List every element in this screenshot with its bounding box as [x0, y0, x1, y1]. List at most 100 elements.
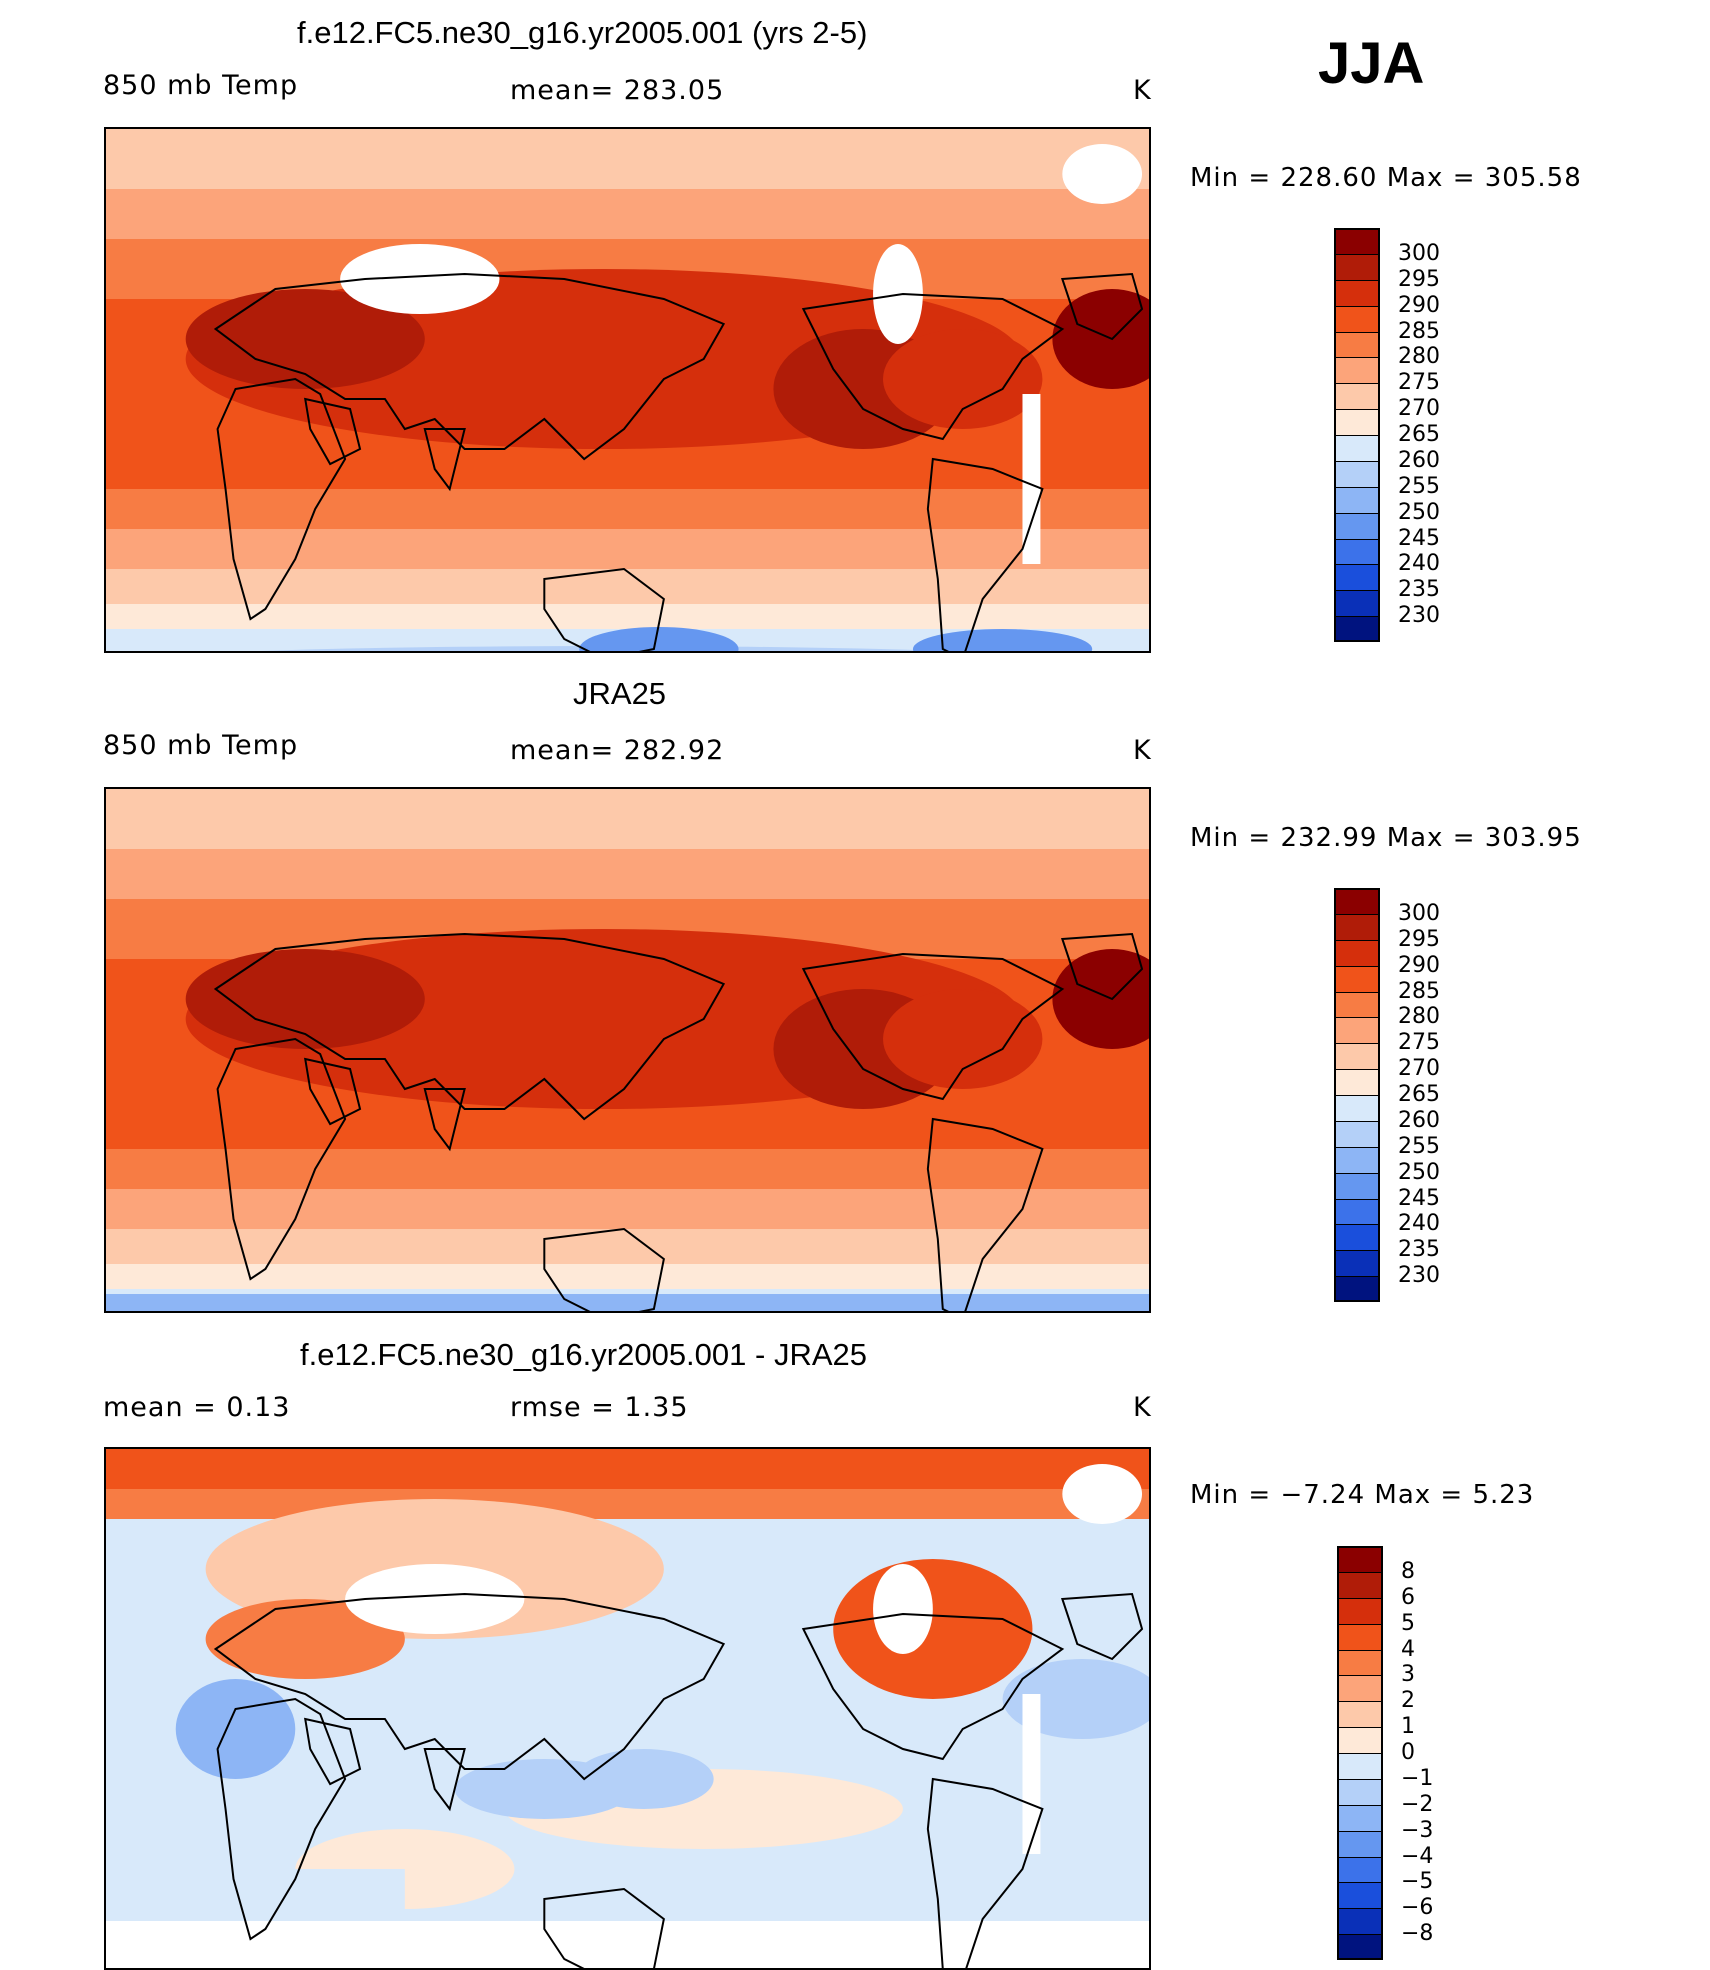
colorbar-tick-label: 270 — [1398, 396, 1440, 422]
colorbar-cell — [1334, 913, 1380, 940]
colorbar-cell — [1337, 1701, 1383, 1728]
field-contours — [175, 1499, 1149, 1909]
colorbar-frame — [1334, 228, 1380, 642]
colorbar-tick-label: 250 — [1398, 499, 1440, 525]
colorbar-tick-label: 300 — [1398, 240, 1440, 266]
colorbar-cell — [1334, 1276, 1380, 1302]
colorbar-tick-label: 255 — [1398, 473, 1440, 499]
colorbar-tick-label: 260 — [1398, 447, 1440, 473]
colorbar-tick-label: 290 — [1398, 292, 1440, 318]
colorbar-cell — [1337, 1623, 1383, 1650]
colorbar-tick-label: −4 — [1401, 1843, 1434, 1869]
panel-2-units-label: K — [1133, 735, 1152, 766]
colorbar-cell — [1337, 1856, 1383, 1883]
colorbar-tick-label: 5 — [1401, 1610, 1415, 1636]
colorbar-tick-label: 295 — [1398, 926, 1440, 952]
missing-data-regions — [345, 1464, 1143, 1854]
colorbar-cell — [1334, 939, 1380, 966]
colorbar-cell — [1334, 564, 1380, 591]
colorbar-cell — [1334, 1120, 1380, 1147]
panel-3-minmax-label: Min = −7.24 Max = 5.23 — [1190, 1480, 1535, 1510]
panel-2-variable-label: 850 mb Temp — [103, 730, 299, 761]
panel-1-colorbar: 300 295 290 285 280 275 270 265 260 255 250 245 240 2… — [1334, 228, 1440, 642]
colorbar-cell — [1334, 1043, 1380, 1070]
colorbar-cell — [1334, 1172, 1380, 1199]
colorbar-tick-label: −3 — [1401, 1817, 1434, 1843]
colorbar-cell — [1334, 1224, 1380, 1251]
panel-1-variable-label: 850 mb Temp — [103, 70, 299, 101]
panel-3-rmse-label: rmse = 1.35 — [510, 1392, 689, 1423]
temperature-bands — [106, 1294, 1149, 1311]
colorbar-tick-label: 235 — [1398, 577, 1440, 603]
panel-1-map — [104, 127, 1151, 653]
colorbar-tick-label: 235 — [1398, 1237, 1440, 1263]
colorbar-tick-label: 300 — [1398, 900, 1440, 926]
colorbar-tick-label: 270 — [1398, 1056, 1440, 1082]
colorbar-tick-label: 265 — [1398, 422, 1440, 447]
field-contours — [185, 929, 1149, 1109]
colorbar-tick-label: 245 — [1398, 525, 1440, 551]
colorbar-cell — [1337, 1675, 1383, 1702]
colorbar-cell — [1334, 253, 1380, 280]
colorbar-cell — [1334, 435, 1380, 461]
colorbar-tick-label: 0 — [1401, 1740, 1415, 1765]
panel-1-mean-label: mean= 283.05 — [510, 75, 725, 106]
panel-3-map — [104, 1447, 1151, 1970]
panel-2-mean-label: mean= 282.92 — [510, 735, 725, 766]
colorbar-tick-label: −8 — [1401, 1921, 1434, 1947]
colorbar-tick-label: 1 — [1401, 1714, 1415, 1740]
colorbar-tick-label: 260 — [1398, 1107, 1440, 1133]
colorbar-cell — [1337, 1649, 1383, 1676]
colorbar-cell — [1337, 1597, 1383, 1624]
colorbar-cell — [1337, 1882, 1383, 1909]
panel-3-title: f.e12.FC5.ne30_g16.yr2005.001 - JRA25 — [300, 1337, 867, 1372]
colorbar-cell — [1334, 279, 1380, 306]
colorbar-tick-label: 230 — [1398, 603, 1440, 629]
colorbar-tick-label: 240 — [1398, 551, 1440, 577]
colorbar-cell — [1337, 1753, 1383, 1779]
colorbar-tick-label: −5 — [1401, 1869, 1434, 1895]
colorbar-cell — [1334, 616, 1380, 642]
colorbar-cell — [1334, 486, 1380, 513]
colorbar-tick-label: 4 — [1401, 1636, 1415, 1662]
panel-2-title: JRA25 — [573, 676, 667, 711]
colorbar-tick-label: 280 — [1398, 344, 1440, 370]
colorbar-tick-label: 230 — [1398, 1263, 1440, 1289]
colorbar-cell — [1334, 991, 1380, 1018]
panel-1-minmax-label: Min = 228.60 Max = 305.58 — [1190, 163, 1582, 193]
colorbar-tick-label: 275 — [1398, 370, 1440, 396]
colorbar-cell — [1334, 305, 1380, 332]
colorbar-cell — [1334, 331, 1380, 358]
colorbar-frame — [1337, 1546, 1383, 1960]
field-contours — [185, 269, 1149, 449]
colorbar-tick-label: 250 — [1398, 1159, 1440, 1185]
colorbar-tick-label: 8 — [1401, 1558, 1415, 1584]
colorbar-tick-label: 240 — [1398, 1211, 1440, 1237]
colorbar-cell — [1337, 1908, 1383, 1935]
colorbar-cell — [1337, 1934, 1383, 1960]
colorbar-cell — [1334, 512, 1380, 539]
panel-2-map — [104, 787, 1151, 1313]
colorbar-cell — [1334, 1250, 1380, 1277]
colorbar-cell — [1334, 357, 1380, 384]
colorbar-cell — [1337, 1571, 1383, 1598]
colorbar-cell — [1334, 383, 1380, 410]
colorbar-cell — [1334, 460, 1380, 487]
field-contours — [579, 627, 1093, 651]
colorbar-tick-label: 285 — [1398, 978, 1440, 1004]
coastlines — [213, 932, 1144, 1311]
colorbar-tick-label: 6 — [1401, 1584, 1415, 1610]
colorbar-tick-label: 275 — [1398, 1030, 1440, 1056]
colorbar-cell — [1334, 409, 1380, 435]
colorbar-cell — [1334, 1069, 1380, 1095]
colorbar-tick-label: 285 — [1398, 318, 1440, 344]
colorbar-tick-label: 290 — [1398, 952, 1440, 978]
colorbar-tick-label: 295 — [1398, 266, 1440, 292]
colorbar-tick-label: 265 — [1398, 1082, 1440, 1107]
colorbar-tick-label: 2 — [1401, 1688, 1415, 1714]
panel-1-title: f.e12.FC5.ne30_g16.yr2005.001 (yrs 2-5) — [297, 15, 868, 50]
colorbar-cell — [1334, 965, 1380, 992]
coastlines — [213, 272, 1144, 651]
panel-3-units-label: K — [1133, 1392, 1152, 1423]
colorbar-cell — [1334, 538, 1380, 565]
